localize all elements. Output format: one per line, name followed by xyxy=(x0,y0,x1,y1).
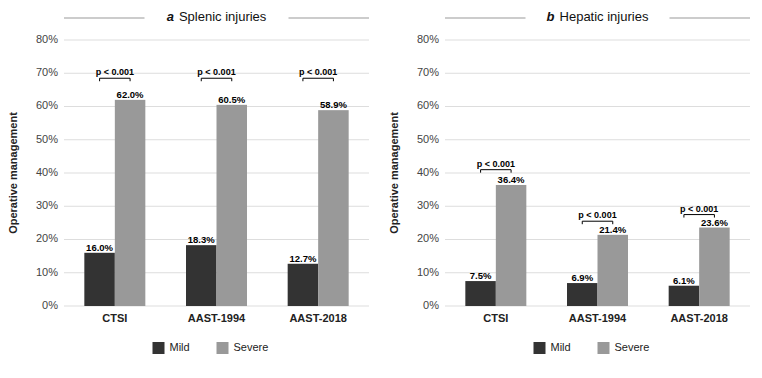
bracket xyxy=(582,221,613,224)
y-tick-label: 0% xyxy=(423,299,439,311)
subtitle: Splenic injuries xyxy=(179,9,267,24)
bar xyxy=(318,110,349,306)
y-tick-label: 10% xyxy=(417,266,439,278)
bracket xyxy=(201,78,232,81)
legend-swatch xyxy=(534,342,546,354)
y-tick-label: 80% xyxy=(36,33,58,45)
title: b Hepatic injuries xyxy=(547,9,649,24)
bar xyxy=(288,264,319,306)
data-label: 58.9% xyxy=(320,99,347,110)
bar xyxy=(496,185,527,306)
annotation: p < 0.001 xyxy=(197,67,235,77)
data-label: 23.6% xyxy=(701,217,728,228)
y-axis-label: Operative management xyxy=(7,112,19,234)
title: a Splenic injuries xyxy=(167,9,267,24)
title-rule xyxy=(670,18,751,19)
bracket xyxy=(684,215,715,218)
x-tick-label: AAST-1994 xyxy=(188,312,246,324)
y-tick-label: 30% xyxy=(36,199,58,211)
y-tick-label: 60% xyxy=(417,99,439,111)
bar xyxy=(465,281,496,306)
title-letter: b xyxy=(547,9,555,24)
bar xyxy=(598,235,629,306)
legend-label: Mild xyxy=(170,341,190,353)
grid-line xyxy=(445,106,750,107)
y-tick-label: 0% xyxy=(42,299,58,311)
y-tick-label: 40% xyxy=(417,166,439,178)
legend-swatch xyxy=(598,342,610,354)
legend-label: Severe xyxy=(615,341,650,353)
grid-line xyxy=(445,173,750,174)
bars xyxy=(465,185,729,306)
grid-line xyxy=(445,40,750,41)
legend-label: Severe xyxy=(234,341,269,353)
data-label: 60.5% xyxy=(218,94,245,105)
y-tick-label: 70% xyxy=(417,66,439,78)
data-label: 6.9% xyxy=(571,272,593,283)
legend-swatch xyxy=(217,342,229,354)
data-label: 7.5% xyxy=(470,270,492,281)
bars xyxy=(84,100,348,306)
bracket xyxy=(303,78,334,81)
x-tick-label: AAST-1994 xyxy=(569,312,627,324)
y-tick-label: 20% xyxy=(36,232,58,244)
data-label: 6.1% xyxy=(673,275,695,286)
y-tick-label: 10% xyxy=(36,266,58,278)
bar xyxy=(669,286,700,306)
data-label: 62.0% xyxy=(117,89,144,100)
data-label: 18.3% xyxy=(188,234,215,245)
data-label: 12.7% xyxy=(289,253,316,264)
y-tick-label: 30% xyxy=(417,199,439,211)
chart-root: 0% 10% 20% 30% 40% 50% 60% 70% 80% Operative mana… xyxy=(0,0,762,378)
annotation: p < 0.001 xyxy=(96,67,134,77)
grid-line xyxy=(445,73,750,74)
panel: 0% 10% 20% 30% 40% 50% 60% 70% 80% Operative mana… xyxy=(7,9,369,354)
legend-label: Mild xyxy=(551,341,571,353)
annotation: p < 0.001 xyxy=(299,67,337,77)
bracket xyxy=(481,170,512,173)
data-label: 21.4% xyxy=(599,224,626,235)
subtitle: Hepatic injuries xyxy=(560,9,649,24)
bar xyxy=(84,253,115,306)
y-tick-label: 50% xyxy=(36,133,58,145)
panel: 0% 10% 20% 30% 40% 50% 60% 70% 80% Operative mana… xyxy=(388,9,750,354)
annotation: p < 0.001 xyxy=(680,204,718,214)
annotation: p < 0.001 xyxy=(578,210,616,220)
bar xyxy=(115,100,146,306)
y-axis-label: Operative management xyxy=(388,112,400,234)
bar xyxy=(186,245,217,306)
y-tick-label: 40% xyxy=(36,166,58,178)
bar xyxy=(699,228,730,306)
title-rule xyxy=(289,18,370,19)
title-rule xyxy=(64,18,145,19)
y-tick-label: 60% xyxy=(36,99,58,111)
legend-swatch xyxy=(153,342,165,354)
title-letter: a xyxy=(167,9,174,24)
y-tick-label: 50% xyxy=(417,133,439,145)
x-tick-label: CTSI xyxy=(483,312,508,324)
y-tick-label: 70% xyxy=(36,66,58,78)
grid-line xyxy=(445,139,750,140)
bar xyxy=(567,283,598,306)
bar xyxy=(217,105,248,306)
title-rule xyxy=(445,18,526,19)
x-tick-label: AAST-2018 xyxy=(670,312,727,324)
y-tick-label: 80% xyxy=(417,33,439,45)
y-tick-label: 20% xyxy=(417,232,439,244)
bracket xyxy=(100,78,130,81)
x-tick-label: CTSI xyxy=(102,312,127,324)
x-tick-label: AAST-2018 xyxy=(289,312,346,324)
data-label: 16.0% xyxy=(86,242,113,253)
data-label: 36.4% xyxy=(498,174,525,185)
grid-line xyxy=(64,40,369,41)
annotation: p < 0.001 xyxy=(477,159,515,169)
